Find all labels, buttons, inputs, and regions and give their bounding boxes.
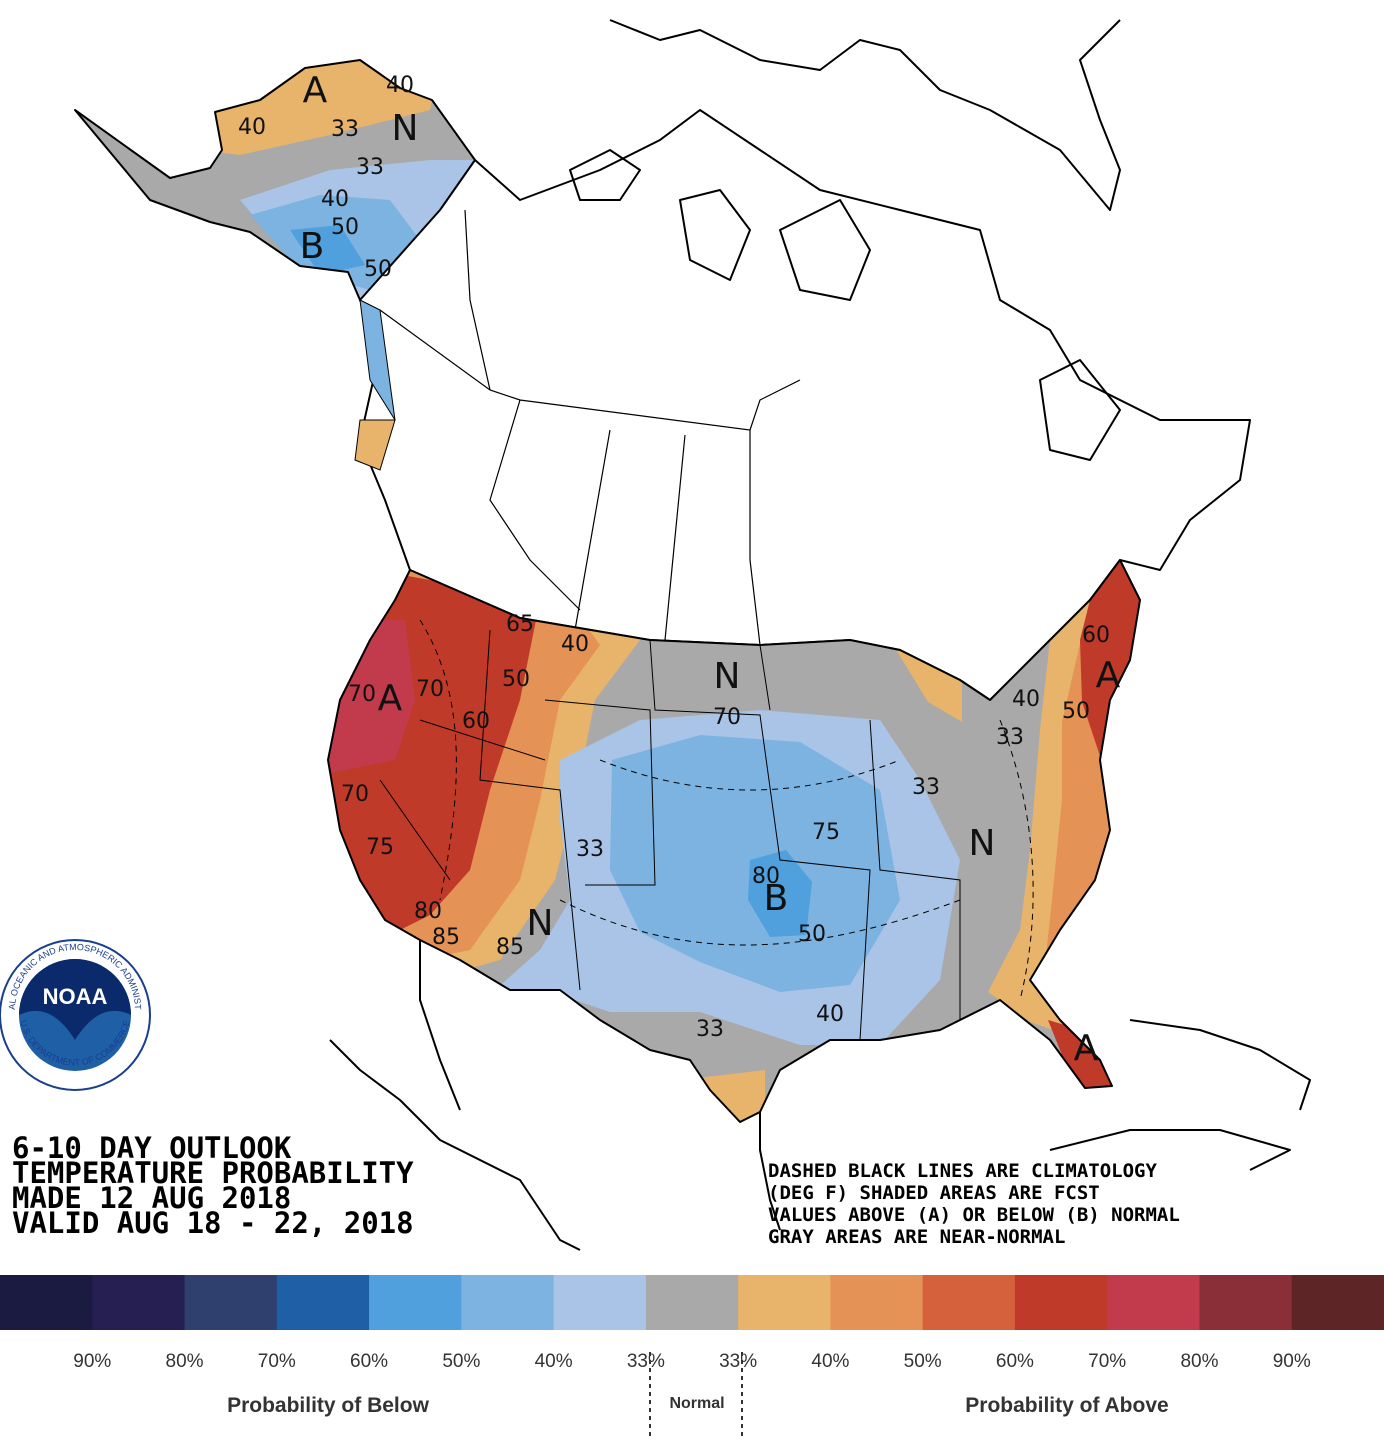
region-letter: A — [303, 70, 328, 111]
note-line: DASHED BLACK LINES ARE CLIMATOLOGY — [768, 1160, 1157, 1182]
state-borders — [379, 629, 961, 1041]
contour-label: 70 — [416, 677, 444, 702]
contour-label: 33 — [696, 1017, 724, 1042]
contour-label: 85 — [432, 925, 460, 950]
contour-label: 40 — [238, 115, 266, 140]
region-letter: B — [300, 226, 325, 267]
contour-label: 50 — [364, 257, 392, 282]
title-block: 6-10 DAY OUTLOOK TEMPERATURE PROBABILITY… — [12, 1131, 414, 1240]
legend-swatch — [553, 1275, 647, 1330]
legend-normal-title: Normal — [669, 1395, 724, 1412]
panhandle — [359, 299, 396, 421]
legend-label: 33% — [627, 1351, 665, 1372]
note-line: (DEG F) SHADED AREAS ARE FCST — [768, 1182, 1100, 1204]
contour-label: 60 — [1082, 623, 1110, 648]
legend-swatch — [738, 1275, 831, 1330]
legend-swatch — [1291, 1275, 1384, 1330]
legend-swatch — [1014, 1275, 1108, 1330]
legend-label: 70% — [1088, 1351, 1126, 1372]
region-letter: N — [392, 108, 419, 149]
conus-shading — [328, 560, 1140, 1122]
legend-label: 70% — [258, 1351, 296, 1372]
legend-swatch — [276, 1275, 370, 1330]
region-letter: N — [969, 823, 996, 864]
contour-label: 33 — [912, 775, 940, 800]
region-letter: N — [714, 656, 741, 697]
notes: DASHED BLACK LINES ARE CLIMATOLOGY (DEG … — [768, 1160, 1180, 1248]
legend-swatch — [1199, 1275, 1293, 1330]
logo-text: NOAA — [43, 984, 108, 1009]
contour-label: 33 — [356, 155, 384, 180]
legend-label: 50% — [442, 1351, 480, 1372]
legend-below-title: Probability of Below — [227, 1394, 430, 1417]
title-line: VALID AUG 18 - 22, 2018 — [12, 1206, 414, 1240]
region-letter: A — [378, 678, 403, 719]
legend-swatch — [922, 1275, 1016, 1330]
legend-label: 90% — [1273, 1351, 1311, 1372]
legend-label: 60% — [350, 1351, 388, 1372]
contour-label: 80 — [414, 899, 442, 924]
contour-label: 33 — [576, 837, 604, 862]
contour-label: 65 — [506, 612, 534, 637]
contour-label: 40 — [816, 1002, 844, 1027]
contour-label: 40 — [1012, 687, 1040, 712]
contour-label: 80 — [752, 864, 780, 889]
contour-label: 60 — [462, 709, 490, 734]
title-line: MADE 12 AUG 2018 — [12, 1181, 291, 1215]
legend-swatch — [645, 1275, 739, 1330]
alaska-outline — [74, 59, 476, 301]
note-line: VALUES ABOVE (A) OR BELOW (B) NORMAL — [768, 1204, 1180, 1226]
contour-label: 50 — [331, 215, 359, 240]
contour-label: 40 — [561, 632, 589, 657]
contour-label: 33 — [996, 725, 1024, 750]
conus-outline — [327, 559, 1141, 1123]
contour-label: 70 — [341, 782, 369, 807]
legend-label: 80% — [166, 1351, 204, 1372]
contour-label: 75 — [366, 835, 394, 860]
legend-label: 50% — [904, 1351, 942, 1372]
legend-swatch — [0, 1275, 93, 1330]
contour-label: 40 — [386, 73, 414, 98]
legend-swatch — [1107, 1275, 1200, 1330]
legend: Probability of Below Normal Probability … — [0, 1275, 1384, 1438]
legend-swatch — [184, 1275, 278, 1330]
contour-label: 50 — [1062, 699, 1090, 724]
contour-label: 50 — [798, 922, 826, 947]
legend-label: 40% — [811, 1351, 849, 1372]
note-line: GRAY AREAS ARE NEAR-NORMAL — [768, 1226, 1065, 1248]
contour-label: 50 — [502, 667, 530, 692]
alaska-shading — [75, 60, 475, 300]
title-line: TEMPERATURE PROBABILITY — [12, 1156, 414, 1190]
province-borders — [379, 209, 801, 646]
title-line: 6-10 DAY OUTLOOK — [12, 1131, 292, 1165]
region-letter: A — [1096, 655, 1121, 696]
legend-label: 80% — [1180, 1351, 1218, 1372]
legend-swatch — [369, 1275, 462, 1330]
region-letter: A — [1074, 1028, 1099, 1069]
contour-label: 75 — [812, 820, 840, 845]
legend-label: 90% — [73, 1351, 111, 1372]
region-letter: B — [764, 878, 789, 919]
bc-coast — [354, 419, 396, 471]
contour-label: 85 — [496, 935, 524, 960]
legend-above-title: Probability of Above — [965, 1394, 1168, 1417]
legend-label: 40% — [535, 1351, 573, 1372]
legend-swatch — [830, 1275, 924, 1330]
region-letter: N — [527, 903, 554, 944]
contour-label: 40 — [321, 187, 349, 212]
legend-label: 33% — [719, 1351, 757, 1372]
contour-label: 33 — [331, 117, 359, 142]
legend-label: 60% — [996, 1351, 1034, 1372]
contour-label: 70 — [713, 705, 741, 730]
contour-label: 70 — [348, 682, 376, 707]
legend-swatch — [92, 1275, 186, 1330]
legend-swatch — [461, 1275, 555, 1330]
